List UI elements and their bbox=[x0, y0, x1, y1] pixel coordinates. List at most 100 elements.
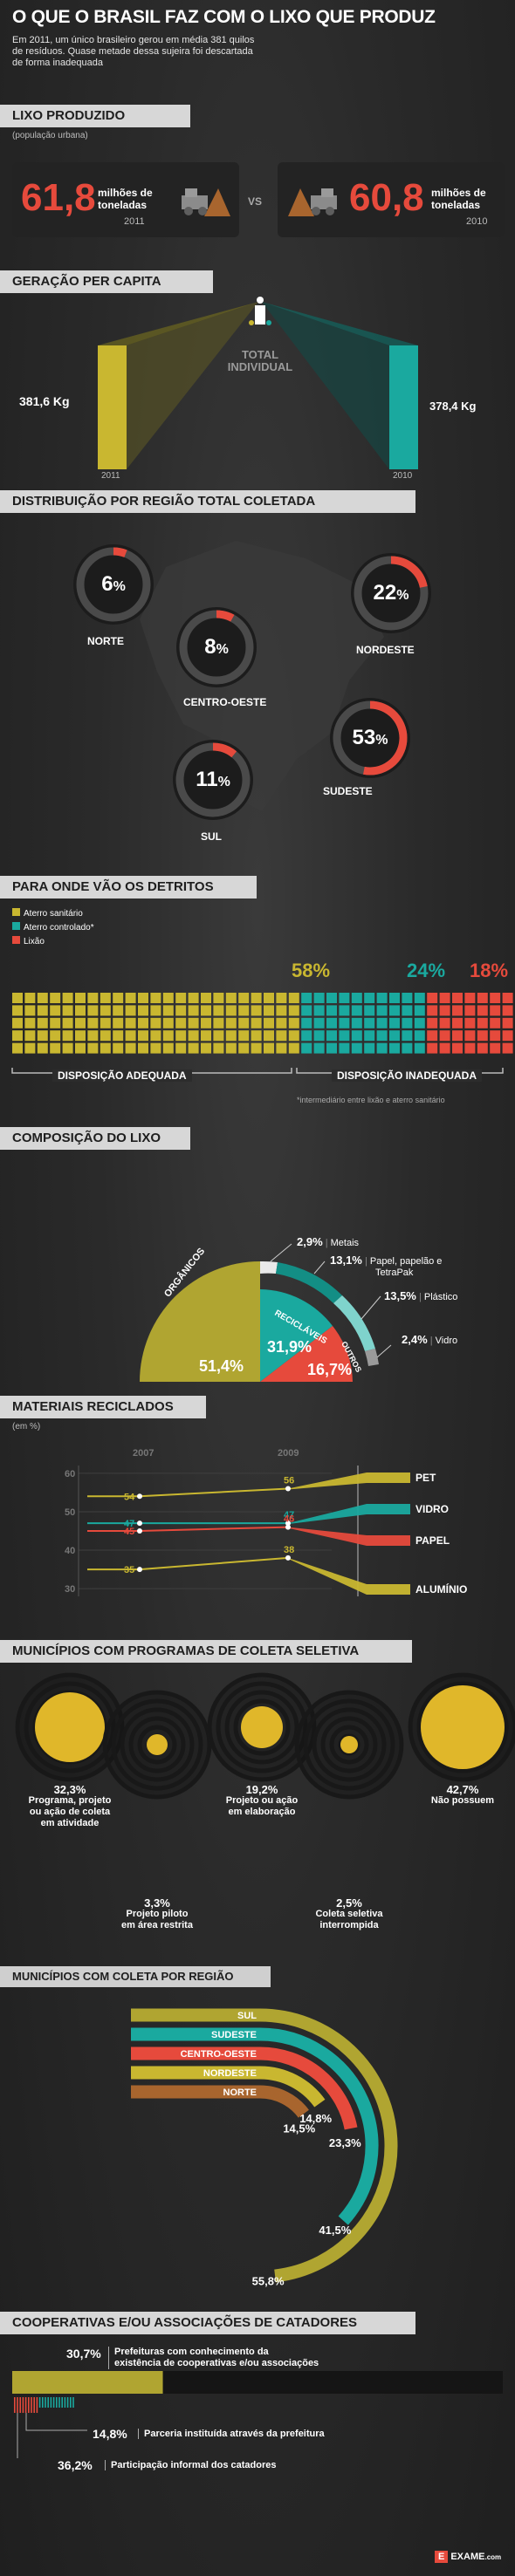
coop-tick bbox=[45, 2397, 46, 2408]
record-groove bbox=[320, 1716, 378, 1773]
waste-square bbox=[87, 1017, 99, 1028]
waste-square bbox=[276, 1017, 287, 1028]
waste-square bbox=[477, 1042, 488, 1054]
waste-square bbox=[502, 993, 513, 1003]
vidro-arc bbox=[365, 1349, 379, 1366]
record-groove bbox=[233, 1698, 291, 1756]
waste-square bbox=[402, 1017, 413, 1028]
coop-tick bbox=[72, 2397, 74, 2408]
waste-square bbox=[477, 1005, 488, 1016]
arc-region-label: NORTE bbox=[223, 2087, 258, 2098]
lixo-subtitle: (população urbana) bbox=[12, 131, 88, 140]
waste-square bbox=[351, 1042, 362, 1054]
coop-tick bbox=[50, 2397, 52, 2408]
waste-square bbox=[225, 1042, 237, 1054]
waste-square bbox=[125, 993, 136, 1003]
waste-square bbox=[376, 1017, 388, 1028]
coop-line: Prefeituras com conhecimento da bbox=[114, 2347, 269, 2357]
waste-square bbox=[464, 993, 476, 1003]
unit-line: toneladas bbox=[98, 199, 148, 211]
legend-label: Aterro controlado* bbox=[24, 923, 94, 933]
waste-square bbox=[50, 993, 61, 1003]
coop-text-2: Parceria instituída através da prefeitur… bbox=[138, 2429, 325, 2439]
record-groove bbox=[416, 1681, 509, 1773]
arc-value-label: 14,5% bbox=[283, 2122, 315, 2135]
data-point bbox=[285, 1486, 291, 1492]
waste-square bbox=[490, 993, 501, 1003]
geracao-diagram bbox=[98, 297, 418, 469]
coop-tick bbox=[22, 2397, 24, 2413]
waste-square bbox=[288, 1017, 299, 1028]
waste-square bbox=[150, 1005, 161, 1016]
breakdown-label: Vidro bbox=[435, 1336, 458, 1346]
waste-square bbox=[452, 1042, 463, 1054]
region-label-norte: NORTE bbox=[87, 635, 124, 647]
waste-square bbox=[100, 1017, 111, 1028]
coop-tick bbox=[17, 2397, 18, 2413]
waste-square bbox=[238, 1030, 250, 1042]
coop-tick bbox=[42, 2397, 44, 2408]
lixo-2011-year: 2011 bbox=[124, 216, 145, 227]
waste-square bbox=[12, 1042, 23, 1054]
arc-value-label: 14,8% bbox=[299, 2112, 332, 2125]
record-groove bbox=[128, 1716, 186, 1773]
organicos-slice bbox=[140, 1261, 260, 1382]
waste-square bbox=[138, 1042, 148, 1054]
donut-value: 22% bbox=[373, 581, 409, 605]
intro-line: Em 2011, um único brasileiro gerou em mé… bbox=[12, 35, 255, 45]
waste-square bbox=[113, 1042, 124, 1054]
waste-square bbox=[12, 1017, 23, 1028]
muni-label: 2,5% Coleta seletiva interrompida bbox=[315, 1896, 383, 1930]
section-reciclados: MATERIAIS RECICLADOS bbox=[0, 1396, 206, 1418]
waste-square bbox=[389, 1030, 400, 1042]
waste-square bbox=[188, 1017, 199, 1028]
waste-square bbox=[414, 1030, 425, 1042]
series-name-label: VIDRO bbox=[415, 1503, 449, 1515]
donut-arc-sudeste bbox=[363, 700, 408, 776]
waste-square bbox=[364, 993, 375, 1003]
waste-square bbox=[87, 1030, 99, 1042]
muni-circle bbox=[340, 1736, 358, 1753]
coleta-regiao-chart: SUL 55,8% SUDESTE 41,5% CENTRO-OESTE 23,3% NOR… bbox=[131, 2008, 398, 2288]
breakdown-label: Metais bbox=[330, 1238, 360, 1248]
waste-square bbox=[62, 1017, 73, 1028]
detritos-footnote: *intermediário entre lixão e aterro sani… bbox=[297, 1096, 445, 1104]
donut-arc-centro-oeste bbox=[216, 610, 235, 622]
region-label-nordeste: NORDESTE bbox=[356, 644, 415, 656]
donut-bg-centro-oeste bbox=[176, 607, 257, 687]
waste-square bbox=[125, 1005, 136, 1016]
waste-square bbox=[427, 1030, 438, 1042]
waste-square bbox=[75, 993, 86, 1003]
waste-square bbox=[351, 993, 362, 1003]
donut-value: 8% bbox=[204, 635, 229, 659]
logo-suffix: .com bbox=[484, 2553, 502, 2561]
waste-square bbox=[175, 1017, 187, 1028]
unit-line: toneladas bbox=[431, 199, 481, 211]
geracao-left-value: 381,6 Kg bbox=[19, 394, 70, 408]
unit-line: milhões de bbox=[431, 187, 486, 199]
waste-square bbox=[175, 1042, 187, 1054]
region-label-sul: SUL bbox=[201, 830, 222, 843]
waste-square bbox=[264, 1042, 274, 1054]
waste-square bbox=[50, 1030, 61, 1042]
waste-square bbox=[138, 1017, 148, 1028]
waste-square bbox=[150, 1042, 161, 1054]
waste-square bbox=[213, 1030, 224, 1042]
series-line-alumínio bbox=[139, 1556, 289, 1571]
waste-square bbox=[100, 1042, 111, 1054]
region-arc-norte bbox=[259, 2085, 309, 2118]
series-line-papel bbox=[139, 1526, 289, 1532]
outros-value: 16,7% bbox=[307, 1361, 353, 1378]
waste-square bbox=[175, 1005, 187, 1016]
coop-tick bbox=[64, 2397, 66, 2408]
waste-square bbox=[301, 1005, 312, 1016]
waste-square bbox=[37, 993, 48, 1003]
label-inadequada: DISPOSIÇÃO INADEQUADA bbox=[332, 1069, 483, 1082]
y-tick-label: 30 bbox=[65, 1584, 75, 1595]
waste-square bbox=[402, 1030, 413, 1042]
waste-square bbox=[75, 1005, 86, 1016]
coop-text-3: Participação informal dos catadores bbox=[105, 2460, 277, 2470]
waste-square bbox=[364, 1030, 375, 1042]
waste-square bbox=[439, 1042, 450, 1054]
